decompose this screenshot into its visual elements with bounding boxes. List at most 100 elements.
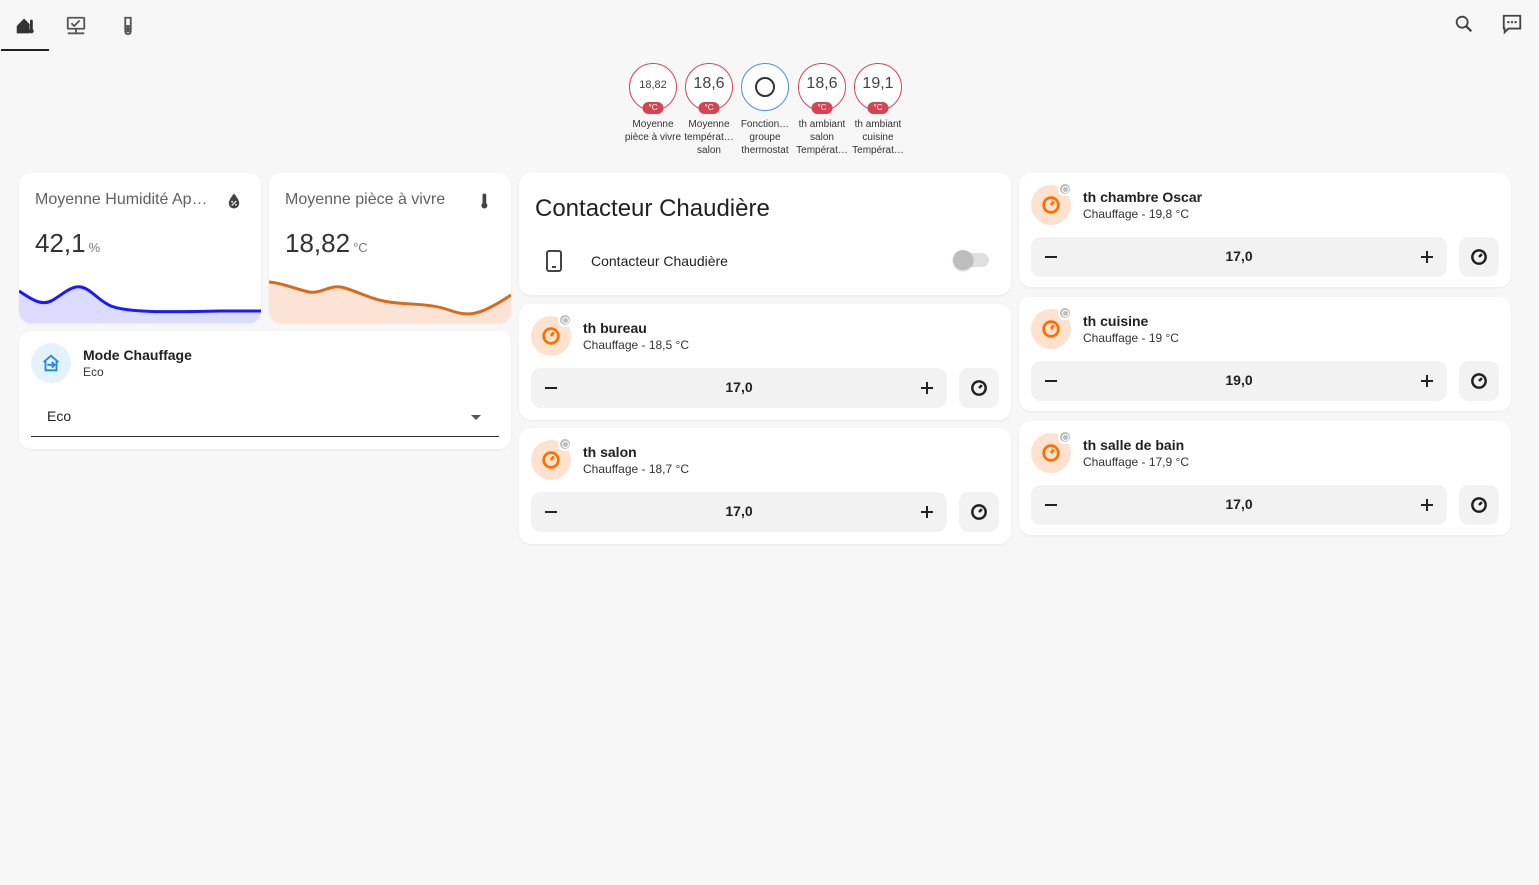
sensor-unit: °C [353,240,368,255]
contacteur-row[interactable]: Contacteur Chaudière [535,243,995,279]
thermostat-heat-icon [542,327,560,345]
thermostat-heat-icon [1042,320,1060,338]
badge-circle: 18,6 °C [798,63,846,114]
hvac-mode-button[interactable] [959,492,999,532]
decrease-button[interactable] [1031,361,1071,401]
thermostat-state: Chauffage - 17,9 °C [1083,455,1189,469]
thermostat-name: th cuisine [1083,313,1149,329]
target-temperature-value: 17,0 [725,379,753,395]
decrease-button[interactable] [531,492,571,532]
badge-unit: °C [867,102,889,114]
toggle-knob [953,250,973,270]
badge-groupe-thermostat[interactable]: Fonction… groupe thermostat [736,63,794,157]
mode-icon-circle[interactable] [31,343,71,383]
status-indicator-icon [1058,182,1072,196]
target-temperature-stepper: 17,0 [531,492,947,532]
thermostat-mode-icon [971,504,987,520]
hvac-mode-button[interactable] [1459,237,1499,277]
badge-label: Moyenne pièce à vivre [624,119,682,143]
thermostat-name: th bureau [583,320,647,336]
cellphone-icon [546,250,562,272]
badge-circle: 18,82 °C [629,63,677,114]
top-bar [0,0,1539,52]
hvac-mode-button[interactable] [1459,361,1499,401]
thermostat-state: Chauffage - 19 °C [1083,331,1179,345]
test-tube-icon [124,16,132,36]
mode-select[interactable]: Eco [31,397,499,437]
home-export-icon [43,354,59,372]
badge-label: Moyenne températ… salon [684,119,734,156]
badge-value: 18,6 [806,75,838,92]
circle-outline-icon [755,77,775,97]
increase-button[interactable] [1407,485,1447,525]
thermostat-name: th chambre Oscar [1083,189,1203,205]
badge-label: th ambiant salon Températ… [796,119,848,156]
tab-test[interactable] [104,0,152,52]
temperature-history-graph [269,280,511,323]
badge-unit: °C [698,102,720,114]
tab-network[interactable] [52,0,100,52]
thermostat-card-salle-de-bain: th salle de bain Chauffage - 17,9 °C 17,… [1019,421,1511,535]
badge-value: 18,82 [639,79,667,91]
thermostat-name: th salle de bain [1083,437,1185,453]
card-heading: Contacteur Chaudière [535,195,770,222]
badge-ambiant-salon[interactable]: 18,6 °C th ambiant salon Températ… [793,63,851,157]
status-indicator-icon [1058,430,1072,444]
mode-chauffage-card: Mode Chauffage Eco Eco [19,331,511,449]
sensor-card-piece-a-vivre[interactable]: Moyenne pièce à vivre 18,82 °C [269,173,511,323]
assist-chat-icon [1502,14,1522,35]
decrease-button[interactable] [1031,485,1071,525]
badge-moyenne-salon[interactable]: 18,6 °C Moyenne températ… salon [680,63,738,157]
tab-home[interactable] [1,0,49,52]
increase-button[interactable] [1407,361,1447,401]
target-temperature-stepper: 17,0 [531,368,947,408]
sensor-card-humidite[interactable]: Moyenne Humidité Ap… 42,1% [19,173,261,323]
decrease-button[interactable] [531,368,571,408]
water-percent-icon [228,193,240,209]
increase-button[interactable] [907,368,947,408]
increase-button[interactable] [1407,237,1447,277]
decrease-button[interactable] [1031,237,1071,277]
target-temperature-value: 17,0 [1225,248,1253,264]
hvac-mode-button[interactable] [1459,485,1499,525]
thermostat-heat-icon [1042,444,1060,462]
contacteur-toggle[interactable] [953,250,989,270]
status-indicator-icon [558,437,572,451]
badge-label: Fonction… groupe thermostat [740,119,790,156]
assist-button[interactable] [1488,0,1536,48]
thermostat-mode-icon [1471,497,1487,513]
monitor-network-icon [66,16,86,35]
thermostat-card-chambre-oscar: th chambre Oscar Chauffage - 19,8 °C 17,… [1019,173,1511,287]
humidity-history-graph [19,285,261,323]
contacteur-card: Contacteur Chaudière Contacteur Chaudièr… [519,173,1011,295]
hvac-mode-button[interactable] [959,368,999,408]
sensor-title: Moyenne pièce à vivre [285,191,446,208]
status-indicator-icon [558,313,572,327]
badge-circle [741,63,789,111]
contacteur-row-name: Contacteur Chaudière [591,253,728,269]
thermostat-card-salon: th salon Chauffage - 18,7 °C 17,0 [519,428,1011,544]
thermostat-card-cuisine: th cuisine Chauffage - 19 °C 19,0 [1019,297,1511,411]
thermostat-state: Chauffage - 19,8 °C [1083,207,1189,221]
thermostat-mode-icon [971,380,987,396]
thermostat-mode-icon [1471,249,1487,265]
mode-state: Eco [83,365,104,379]
badge-circle: 19,1 °C [854,63,902,114]
search-icon [1455,15,1473,33]
badge-moyenne-piece[interactable]: 18,82 °C Moyenne pièce à vivre [624,63,682,144]
sensor-value: 18,82 °C [285,228,368,259]
sensor-unit: % [88,240,101,255]
search-button[interactable] [1440,0,1488,48]
badge-ambiant-cuisine[interactable]: 19,1 °C th ambiant cuisine Températ… [849,63,907,157]
sensor-title: Moyenne Humidité Ap… [35,191,208,208]
badge-label: th ambiant cuisine Températ… [852,119,904,156]
target-temperature-stepper: 17,0 [1031,485,1447,525]
target-temperature-stepper: 19,0 [1031,361,1447,401]
target-temperature-stepper: 17,0 [1031,237,1447,277]
thermostat-state: Chauffage - 18,7 °C [583,462,689,476]
thermostat-heat-icon [1042,196,1060,214]
badge-unit: °C [642,102,664,114]
increase-button[interactable] [907,492,947,532]
thermostat-state: Chauffage - 18,5 °C [583,338,689,352]
target-temperature-value: 17,0 [725,503,753,519]
